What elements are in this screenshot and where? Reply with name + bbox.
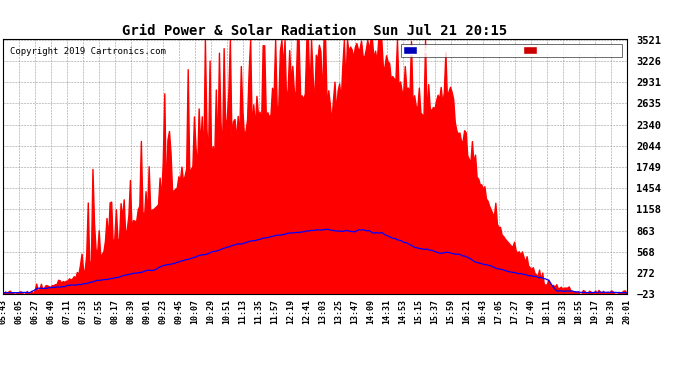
Text: Copyright 2019 Cartronics.com: Copyright 2019 Cartronics.com (10, 47, 166, 56)
Legend: Radiation (w/m2), Grid (AC Watts): Radiation (w/m2), Grid (AC Watts) (401, 44, 622, 57)
Title: Grid Power & Solar Radiation  Sun Jul 21 20:15: Grid Power & Solar Radiation Sun Jul 21 … (122, 24, 508, 38)
